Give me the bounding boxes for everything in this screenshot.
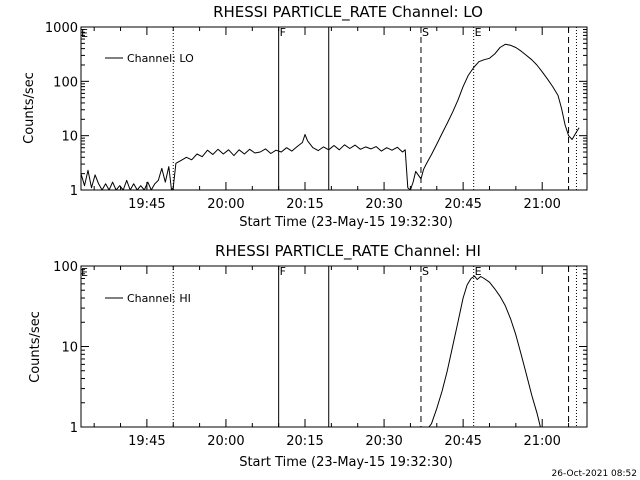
y-tick-label: 1 [70, 421, 78, 436]
x-tick-label: 21:00 [523, 197, 560, 212]
marker-label-lo-3: S [422, 26, 429, 39]
x-axis-label-lo: Start Time (23-May-15 19:32:30) [239, 215, 453, 230]
x-tick-label: 20:00 [207, 434, 244, 449]
y-tick-label: 10 [61, 341, 78, 356]
marker-label-lo-1: F [280, 26, 286, 39]
footer-date: 26-Oct-2021 08:52 [552, 469, 637, 479]
marker-label-hi-1: F [280, 265, 286, 278]
chart-title-lo: RHESSI PARTICLE_RATE Channel: LO [213, 3, 483, 22]
y-ticks-hi: 1 10 100 [53, 260, 587, 436]
plot-frame-lo [80, 26, 588, 191]
chart-title-hi: RHESSI PARTICLE_RATE Channel: HI [215, 242, 481, 261]
series-line-lo [80, 43, 580, 191]
marker-label-hi-3: S [422, 265, 429, 278]
y-ticks-lo: 1 10 100 1000 [45, 21, 587, 199]
x-ticks-hi: 19:45 20:00 20:15 20:30 20:45 21:00 [93, 266, 570, 449]
x-tick-label: 21:00 [523, 434, 560, 449]
x-axis-label-hi: Start Time (23-May-15 19:32:30) [239, 455, 453, 470]
y-tick-label: 1 [70, 184, 78, 199]
x-tick-label: 20:15 [286, 434, 323, 449]
x-tick-label: 20:45 [444, 434, 481, 449]
y-axis-label-hi: Counts/sec [28, 311, 43, 383]
y-tick-label: 10 [61, 130, 78, 145]
series-line-hi [428, 275, 544, 428]
y-tick-label: 100 [53, 75, 78, 90]
y-tick-label: 1000 [45, 21, 78, 36]
x-tick-label: 20:00 [207, 197, 244, 212]
legend-label-hi: Channel: HI [127, 292, 191, 305]
x-tick-label: 20:30 [365, 434, 402, 449]
y-axis-label-lo: Counts/sec [22, 72, 37, 144]
panel-lo: RHESSI PARTICLE_RATE Channel: LO F S E 1 10… [22, 3, 588, 230]
corner-label-lo: E [81, 27, 88, 40]
x-tick-label: 20:15 [286, 197, 323, 212]
marker-label-hi-4: E [475, 265, 482, 278]
series-lo [80, 43, 580, 191]
series-hi [428, 275, 544, 428]
x-tick-label: 19:45 [128, 434, 165, 449]
marker-label-lo-4: E [475, 26, 482, 39]
y-tick-label: 100 [53, 260, 78, 275]
x-tick-label: 19:45 [128, 197, 165, 212]
x-tick-label: 20:45 [444, 197, 481, 212]
x-tick-label: 20:30 [365, 197, 402, 212]
corner-label-hi: E [81, 266, 88, 279]
x-ticks-lo: 19:45 20:00 20:15 20:30 20:45 21:00 [93, 27, 570, 212]
panel-hi: RHESSI PARTICLE_RATE Channel: HI F S E 1 10… [28, 242, 588, 470]
legend-label-lo: Channel: LO [127, 52, 194, 65]
